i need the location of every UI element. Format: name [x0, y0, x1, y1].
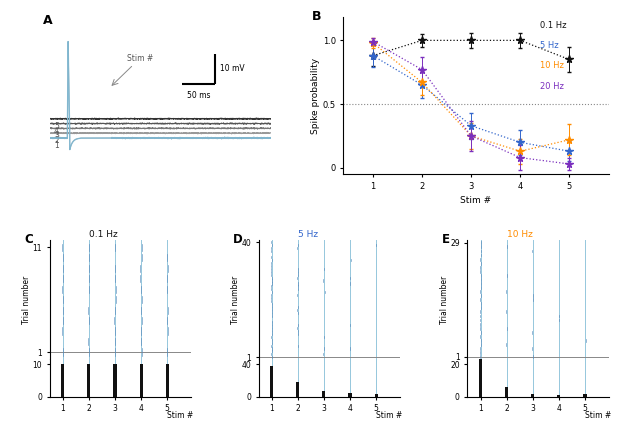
Bar — [348, 393, 351, 397]
Bar — [88, 364, 91, 397]
Bar — [531, 394, 534, 397]
Bar — [166, 364, 169, 397]
Text: A: A — [43, 14, 53, 27]
Text: Stim #: Stim # — [168, 411, 194, 420]
Text: 5: 5 — [54, 122, 59, 131]
Bar — [558, 395, 561, 397]
Bar — [479, 351, 482, 397]
Bar — [270, 366, 273, 397]
Text: Stim #: Stim # — [585, 411, 612, 420]
Text: 2: 2 — [54, 136, 59, 145]
Y-axis label: Trial number: Trial number — [22, 276, 31, 324]
Bar — [374, 394, 378, 397]
Text: 0.1 Hz: 0.1 Hz — [89, 230, 118, 239]
Bar — [61, 364, 65, 397]
Y-axis label: Spike probability: Spike probability — [311, 58, 320, 134]
Bar — [296, 382, 299, 397]
Text: 50 ms: 50 ms — [187, 91, 211, 100]
Y-axis label: Trial number: Trial number — [440, 276, 449, 324]
Text: 10 Hz: 10 Hz — [507, 230, 533, 239]
Text: 1: 1 — [54, 141, 59, 150]
Text: 10 mV: 10 mV — [220, 64, 245, 73]
Bar — [114, 364, 117, 397]
Text: Stim #: Stim # — [376, 411, 402, 420]
X-axis label: Stim #: Stim # — [461, 196, 492, 205]
Text: 20 Hz: 20 Hz — [540, 82, 563, 91]
Text: 10 Hz: 10 Hz — [540, 61, 563, 70]
Y-axis label: Trial number: Trial number — [231, 276, 240, 324]
Text: 0.1 Hz: 0.1 Hz — [540, 20, 566, 30]
Text: C: C — [24, 233, 33, 246]
Text: B: B — [312, 10, 321, 23]
Text: 3: 3 — [54, 131, 59, 140]
Bar — [505, 387, 508, 397]
Text: 4: 4 — [54, 126, 59, 136]
Text: 5 Hz: 5 Hz — [298, 230, 318, 239]
Bar — [584, 394, 587, 397]
Text: D: D — [233, 233, 243, 246]
Text: Stim #: Stim # — [127, 54, 153, 63]
Bar — [322, 391, 325, 397]
Bar — [140, 364, 143, 397]
Text: E: E — [442, 233, 450, 246]
Text: 5 Hz: 5 Hz — [540, 41, 558, 50]
